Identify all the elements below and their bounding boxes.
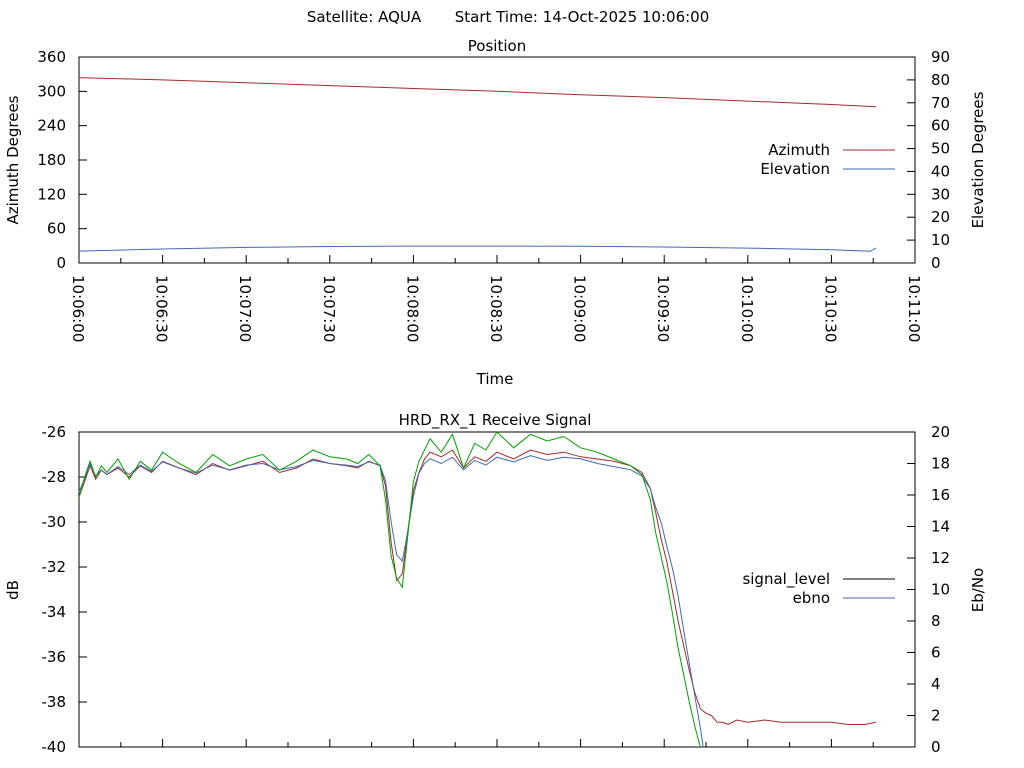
right-y-tick-label: 40 bbox=[931, 162, 950, 180]
x-tick-label: 10:11:00 bbox=[905, 275, 923, 342]
right-y-tick-label: 8 bbox=[931, 612, 941, 630]
x-tick-label: 10:06:30 bbox=[153, 275, 171, 342]
signal-chart-title: HRD_RX_1 Receive Signal bbox=[399, 411, 592, 430]
left-y-tick-label: 0 bbox=[56, 254, 66, 272]
Azimuth-line bbox=[78, 77, 877, 108]
satellite-label: Satellite: AQUA bbox=[307, 8, 422, 26]
receive-signal-chart: HRD_RX_1 Receive Signal dB Eb/No -40 -38 -… bbox=[4, 411, 987, 756]
right-y-tick-label: 10 bbox=[931, 231, 950, 249]
x-tick-label: 10:08:00 bbox=[403, 275, 421, 342]
left-y-tick-label: 360 bbox=[37, 48, 66, 66]
left-y-tick-label: 300 bbox=[37, 82, 66, 100]
signal-plot-frame bbox=[78, 431, 916, 748]
right-y-tick-label: 20 bbox=[931, 423, 950, 441]
right-y-tick-label: 10 bbox=[931, 581, 950, 599]
right-y-tick-label: 16 bbox=[931, 486, 950, 504]
elevation-axis-label: Elevation Degrees bbox=[969, 91, 987, 228]
left-y-tick-label: -28 bbox=[42, 468, 67, 486]
x-tick-label: 10:07:30 bbox=[320, 275, 338, 342]
x-tick-label: 10:10:30 bbox=[821, 275, 839, 342]
right-y-tick-label: 80 bbox=[931, 71, 950, 89]
left-y-tick-label: 180 bbox=[37, 151, 66, 169]
Elevation-line bbox=[78, 245, 877, 252]
legend-label-signal-level: signal_level bbox=[742, 570, 830, 589]
x-tick-label: 10:06:00 bbox=[69, 275, 87, 342]
right-y-tick-label: 90 bbox=[931, 48, 950, 66]
db-axis-label: dB bbox=[4, 580, 22, 600]
left-y-tick-label: -36 bbox=[42, 648, 67, 666]
left-y-tick-label: 240 bbox=[37, 117, 66, 135]
azimuth-axis-label: Azimuth Degrees bbox=[4, 95, 22, 224]
right-y-tick-label: 12 bbox=[931, 549, 950, 567]
right-y-tick-label: 6 bbox=[931, 644, 941, 662]
right-y-tick-label: 50 bbox=[931, 140, 950, 158]
right-y-tick-label: 4 bbox=[931, 675, 941, 693]
legend-label-Elevation: Elevation bbox=[760, 160, 830, 178]
left-y-tick-label: -38 bbox=[42, 693, 67, 711]
right-y-tick-label: 0 bbox=[931, 738, 941, 756]
x-tick-label: 10:09:00 bbox=[571, 275, 589, 342]
x-tick-label: 10:10:00 bbox=[738, 275, 756, 342]
right-y-tick-label: 30 bbox=[931, 185, 950, 203]
x-tick-label: 10:07:00 bbox=[236, 275, 254, 342]
x-tick-label: 10:08:30 bbox=[487, 275, 505, 342]
x-tick-label: 10:09:30 bbox=[654, 275, 672, 342]
ebno-axis-label: Eb/No bbox=[969, 568, 987, 612]
right-y-tick-label: 0 bbox=[931, 254, 941, 272]
ebno-line bbox=[78, 455, 704, 748]
position-chart: Position Azimuth Degrees Elevation Degre… bbox=[4, 37, 987, 388]
time-axis-label: Time bbox=[476, 370, 514, 388]
left-y-tick-label: -34 bbox=[42, 603, 67, 621]
right-y-tick-label: 2 bbox=[931, 707, 941, 725]
left-y-tick-label: 120 bbox=[37, 185, 66, 203]
left-y-tick-label: -32 bbox=[42, 558, 67, 576]
left-y-tick-label: -30 bbox=[42, 513, 67, 531]
signal-trace-line bbox=[78, 431, 701, 748]
right-y-tick-label: 60 bbox=[931, 117, 950, 135]
left-y-tick-label: 60 bbox=[47, 220, 66, 238]
right-y-tick-label: 18 bbox=[931, 455, 950, 473]
signal-level-line bbox=[78, 449, 877, 726]
legend-label-ebno: ebno bbox=[793, 589, 830, 607]
start-time-label: Start Time: 14-Oct-2025 10:06:00 bbox=[455, 8, 710, 26]
left-y-tick-label: -40 bbox=[42, 738, 67, 756]
right-y-tick-label: 20 bbox=[931, 208, 950, 226]
left-y-tick-label: -26 bbox=[42, 423, 67, 441]
right-y-tick-label: 14 bbox=[931, 518, 950, 536]
legend-label-Azimuth: Azimuth bbox=[768, 141, 830, 159]
right-y-tick-label: 70 bbox=[931, 94, 950, 112]
position-chart-title: Position bbox=[468, 37, 526, 55]
